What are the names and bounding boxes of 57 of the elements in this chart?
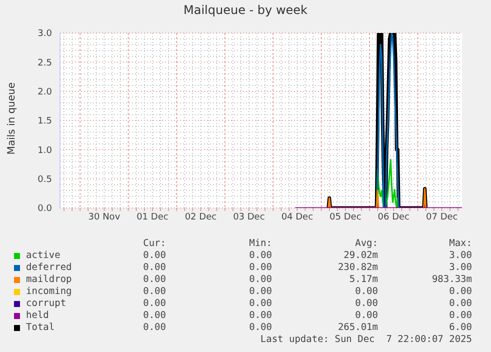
text: 0.00 [248,310,272,321]
text: Min: [248,238,272,249]
x-tick-label: 06 Dec [378,212,410,222]
x-tick-label: 05 Dec [330,212,362,222]
text: Avg: [354,238,378,249]
text: 3.00 [448,262,472,273]
text: 0.00 [142,322,166,333]
y-tick-label: 0.0 [38,204,52,214]
text: 5.17m [348,274,378,285]
y-tick-label: 2.5 [38,58,52,68]
text: 0.00 [248,298,272,309]
text: Last update: Sun Dec 7 22:00:07 2025 [260,334,472,345]
y-tick-label: 1.5 [38,116,52,127]
text: 0.00 [142,274,166,285]
y-tick-label: 1.0 [38,146,52,156]
text: 0.00 [354,286,378,297]
text: 6.00 [448,322,472,333]
text: 983.33m [430,274,472,285]
x-tick-label: 07 Dec [426,212,458,222]
text: 0.00 [448,298,472,309]
text: 0.00 [248,286,272,297]
legend-label: incoming [26,286,72,297]
text: 0.00 [142,250,166,261]
text: 0.00 [248,250,272,261]
legend-label: active [26,250,60,261]
text: 265.01m [336,322,378,333]
text: 0.00 [142,286,166,297]
legend-label: Total [26,322,55,333]
legend-label: corrupt [26,298,66,309]
legend-label: deferred [26,262,72,273]
x-tick-label: 01 Dec [136,212,168,222]
text: 0.00 [354,298,378,309]
text: 0.00 [142,310,166,321]
x-tick-label: 30 Nov [88,212,121,222]
text: 0.00 [354,310,378,321]
text: 0.00 [142,262,166,273]
x-tick-label: 02 Dec [184,212,217,222]
y-tick-label: 2.0 [38,88,52,98]
text: 230.82m [336,262,378,273]
text: 0.00 [248,262,272,273]
y-tick-label: 0.5 [38,175,52,186]
text: 0.00 [142,298,166,309]
legend-label: held [26,310,49,321]
y-axis-title: Mails in queue [6,81,18,157]
y-tick-label: 3.0 [38,29,52,40]
x-tick-label: 04 Dec [281,212,314,222]
text: 0.00 [448,286,472,297]
legend-label: maildrop [26,274,72,285]
text: 0.00 [448,310,472,321]
chart-title: Mailqueue - by week [182,3,308,17]
text: 0.00 [248,322,272,333]
text: 0.00 [248,274,272,285]
text: Max: [448,238,472,249]
text: 3.00 [448,250,472,261]
text: 29.02m [342,250,378,261]
x-tick-label: 03 Dec [233,212,265,222]
text: Cur: [142,238,166,249]
